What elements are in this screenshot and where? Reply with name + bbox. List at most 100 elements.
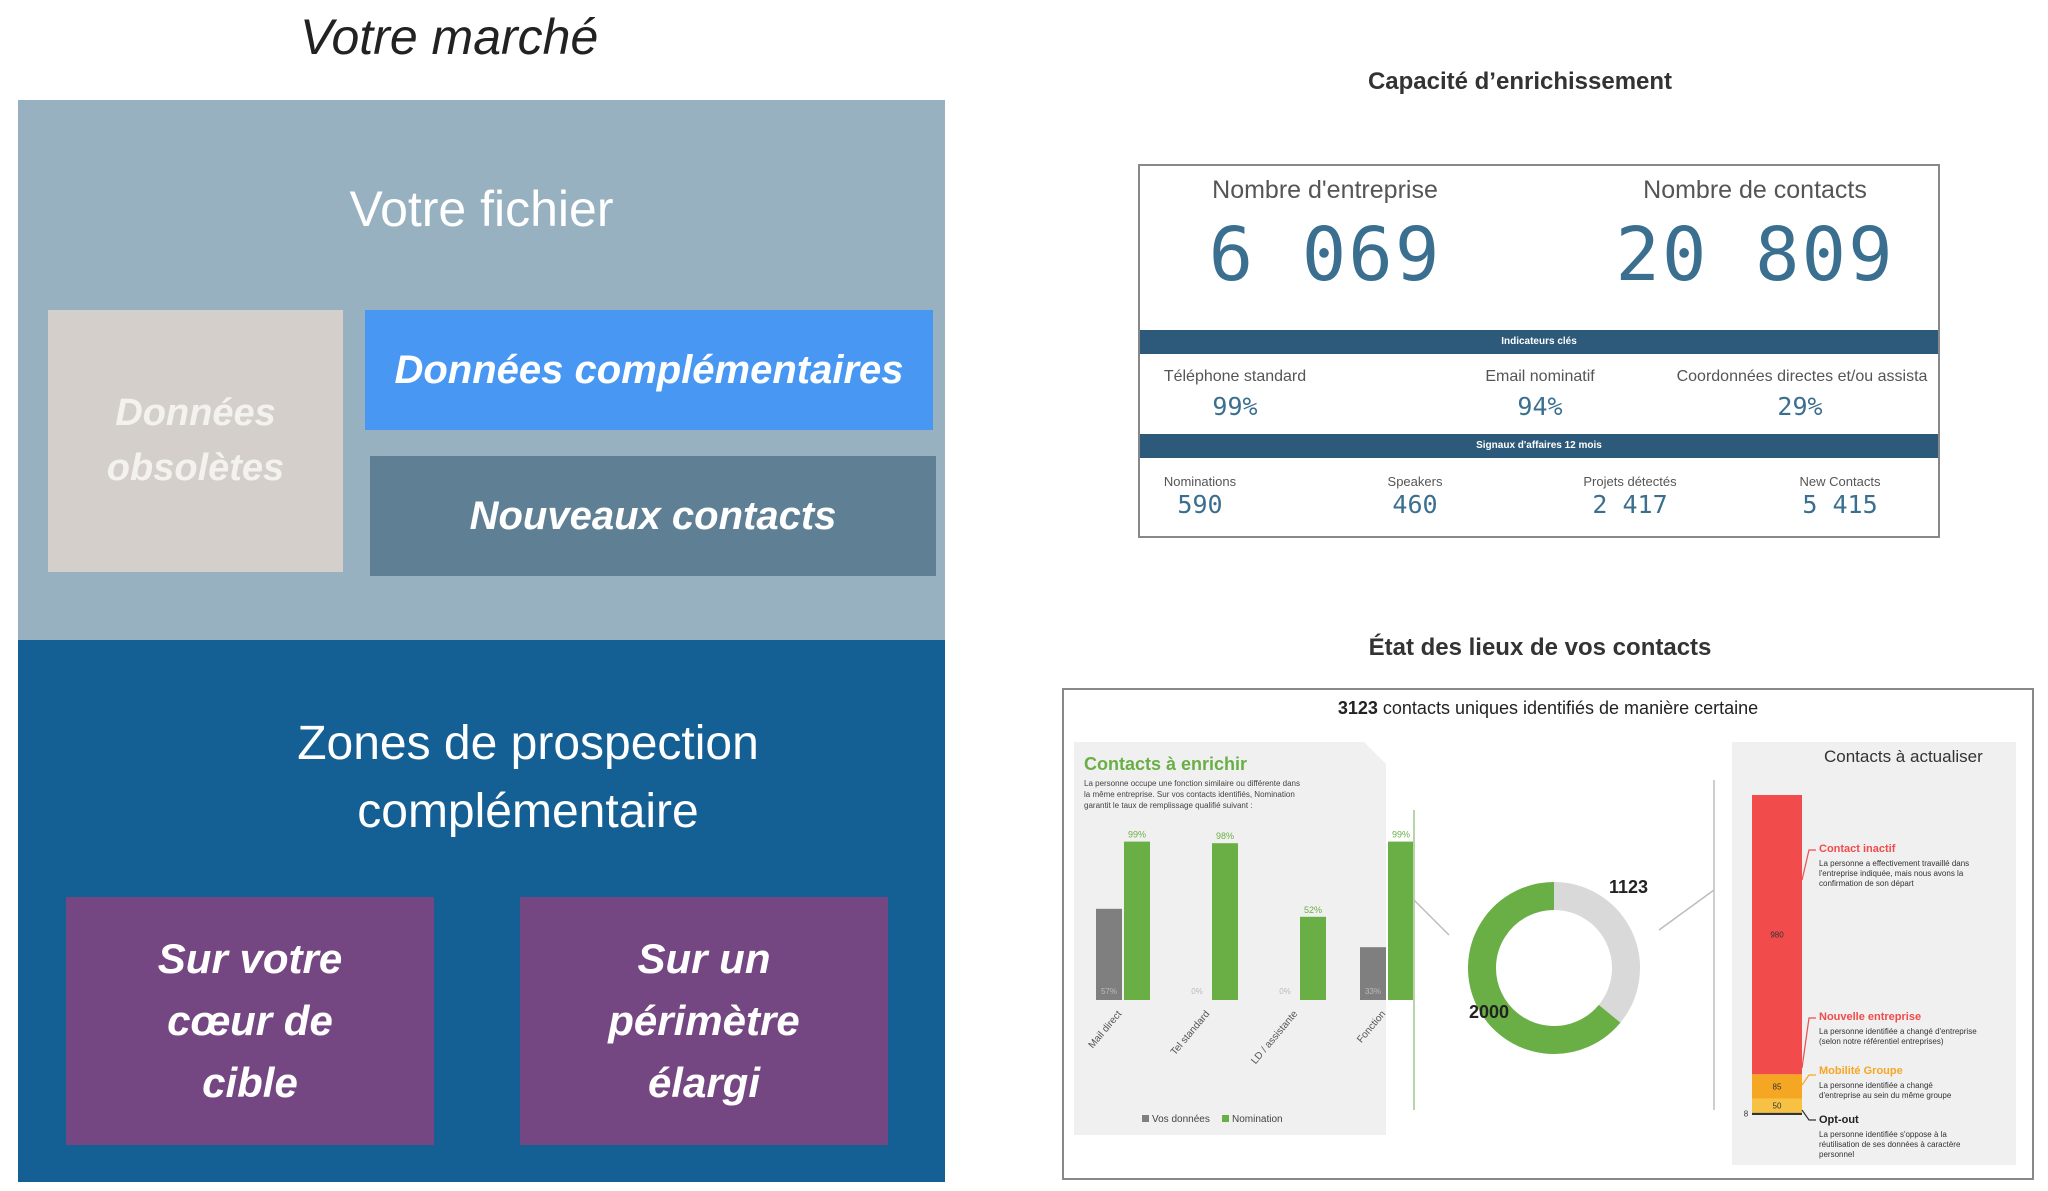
- bar-vos-données: [1360, 947, 1386, 1000]
- donut-slice-update: [1553, 882, 1640, 1023]
- new-company-bracket: [1801, 1017, 1816, 1069]
- signal-value: 2 417: [1592, 490, 1668, 519]
- indicator-value: 99%: [1212, 392, 1258, 421]
- optout-text: La personne identifiée s'oppose à la: [1819, 1130, 1947, 1139]
- stack-segment-nouvelle-entreprise: [1752, 1074, 1802, 1099]
- obsolete-line-1: Données: [115, 392, 276, 434]
- signal-label: Nominations: [1163, 474, 1237, 489]
- unique-contacts-line: 3123 contacts uniques identifiés de mani…: [1064, 698, 2032, 719]
- bar-value-label: 57%: [1101, 987, 1117, 996]
- stack-value-label: 8: [1744, 1110, 1749, 1119]
- mobility-title: Mobilité Groupe: [1819, 1065, 1903, 1077]
- inactive-text: l'entreprise indiquée, mais nous avons l…: [1819, 869, 1964, 878]
- stack-segment-contact-inactif: [1752, 795, 1802, 1075]
- core-target-line: cible: [202, 1059, 298, 1106]
- signal-value: 5 415: [1802, 490, 1878, 519]
- state-title: État des lieux de vos contacts: [1368, 634, 1712, 661]
- new-contacts-box: Nouveaux contacts: [370, 456, 936, 576]
- mobility-text: d'entreprise au sein du même groupe: [1819, 1091, 1952, 1100]
- donut-chart: 1123 2000: [1468, 877, 1648, 1054]
- companies-value: 6 069: [1208, 212, 1442, 298]
- wide-target-line: périmètre: [608, 997, 800, 1044]
- obsolete-data-box: Données obsolètes: [48, 310, 343, 572]
- mobility-bracket: [1801, 1074, 1816, 1086]
- companies-label: Nombre d'entreprise: [1212, 176, 1438, 204]
- enrich-desc-line: garantit le taux de remplissage qualifié…: [1084, 801, 1253, 810]
- inactive-text: La personne a effectivement travaillé da…: [1819, 859, 1969, 868]
- update-stack-bar: 8 50 85 980: [1744, 795, 1802, 1119]
- bar-value-label: 0%: [1191, 987, 1203, 996]
- unique-text: contacts uniques identifiés de manière c…: [1382, 698, 1759, 718]
- signal-label: Projets détectés: [1583, 474, 1677, 489]
- enrich-desc-line: La personne occupe une fonction similair…: [1084, 779, 1300, 788]
- file-zone: Votre fichier Données obsolètes Données …: [18, 100, 945, 640]
- enrichment-title: Capacité d’enrichissement: [1367, 68, 1673, 95]
- donut-label-update: 1123: [1609, 877, 1648, 897]
- bar-value-label: 99%: [1392, 830, 1410, 840]
- unique-count: 3123: [1337, 698, 1378, 718]
- update-panel-title: Contacts à actualiser: [1824, 747, 1983, 766]
- donut-slice-enrich: [1468, 882, 1621, 1054]
- bar-nomination: [1300, 916, 1326, 1000]
- inactive-text: confirmation de son départ: [1819, 879, 1915, 888]
- connector-line: [1413, 899, 1450, 936]
- core-target-line: Sur votre: [157, 935, 343, 982]
- indicator-value: 29%: [1777, 392, 1823, 421]
- connector-line: [1658, 889, 1715, 931]
- bar-value-label: 99%: [1128, 830, 1146, 840]
- optout-text: réutilisation de ses données à caractère: [1819, 1140, 1961, 1149]
- mobility-text: La personne identifiée a changé: [1819, 1081, 1933, 1090]
- signal-value: 460: [1392, 490, 1438, 519]
- optout-title: Opt-out: [1819, 1114, 1859, 1126]
- kpi-card: Nombre d'entreprise 6 069 Nombre de cont…: [1138, 164, 1940, 538]
- bar-value-label: 98%: [1216, 831, 1234, 841]
- state-chart-svg: Contacts à enrichir La personne occupe u…: [1074, 742, 2016, 1165]
- bar-value-label: 33%: [1365, 987, 1381, 996]
- new-company-text: La personne identifiée a changé d'entrep…: [1819, 1027, 1977, 1036]
- indicator-label: Coordonnées directes et/ou assista: [1676, 368, 1928, 385]
- new-company-title: Nouvelle entreprise: [1819, 1011, 1921, 1023]
- optout-bracket: [1801, 1109, 1816, 1121]
- complementary-data-box: Données complémentaires: [365, 310, 933, 430]
- optout-text: personnel: [1819, 1150, 1854, 1159]
- enrich-desc-line: la même entreprise. Sur vos contacts ide…: [1084, 790, 1295, 799]
- inactive-title: Contact inactif: [1819, 843, 1896, 855]
- indicators-band: Indicateurs clés: [1140, 330, 1938, 354]
- bar-nomination: [1212, 843, 1238, 1000]
- wide-target-box: Sur un périmètre élargi: [520, 897, 888, 1145]
- prospect-title-line-1: Zones de prospection: [297, 717, 759, 770]
- bar-nomination: [1124, 841, 1150, 1000]
- bar-value-label: 52%: [1304, 905, 1322, 915]
- market-title: Votre marché: [300, 9, 599, 65]
- inactive-bracket: [1801, 849, 1816, 881]
- indicator-value: 94%: [1517, 392, 1563, 421]
- donut-label-enrich: 2000: [1469, 1002, 1509, 1022]
- prospect-title: Zones de prospection complémentaire: [18, 710, 1038, 846]
- stack-value-label: 85: [1773, 1082, 1782, 1091]
- legend-swatch-yours: [1142, 1115, 1149, 1122]
- wide-target-line: élargi: [647, 1059, 761, 1106]
- wide-target-line: Sur un: [637, 935, 771, 982]
- indicator-label: Téléphone standard: [1163, 368, 1307, 385]
- core-target-line: cœur de: [167, 997, 333, 1044]
- state-card: 3123 contacts uniques identifiés de mani…: [1062, 688, 2034, 1180]
- enrich-panel-title: Contacts à enrichir: [1084, 754, 1247, 774]
- contacts-label: Nombre de contacts: [1643, 176, 1867, 204]
- new-company-text: (selon notre référentiel entreprises): [1819, 1037, 1944, 1046]
- signal-value: 590: [1177, 490, 1223, 519]
- file-title: Votre fichier: [349, 181, 614, 237]
- signal-label: Speakers: [1387, 474, 1443, 489]
- legend-swatch-nomination: [1222, 1115, 1229, 1122]
- obsolete-line-2: obsolètes: [106, 447, 285, 489]
- contacts-value: 20 809: [1615, 212, 1895, 298]
- stack-value-label: 980: [1770, 931, 1784, 940]
- stack-segment-mobilit-groupe: [1752, 1098, 1802, 1113]
- stack-segment-opt-out: [1752, 1112, 1802, 1115]
- core-target-box: Sur votre cœur de cible: [66, 897, 434, 1145]
- legend-yours-label: Vos données: [1152, 1114, 1210, 1125]
- signal-label: New Contacts: [1799, 474, 1881, 489]
- prospect-title-line-2: complémentaire: [357, 785, 699, 838]
- bar-vos-données: [1096, 908, 1122, 1000]
- stack-value-label: 50: [1773, 1102, 1782, 1111]
- indicator-label: Email nominatif: [1485, 368, 1595, 385]
